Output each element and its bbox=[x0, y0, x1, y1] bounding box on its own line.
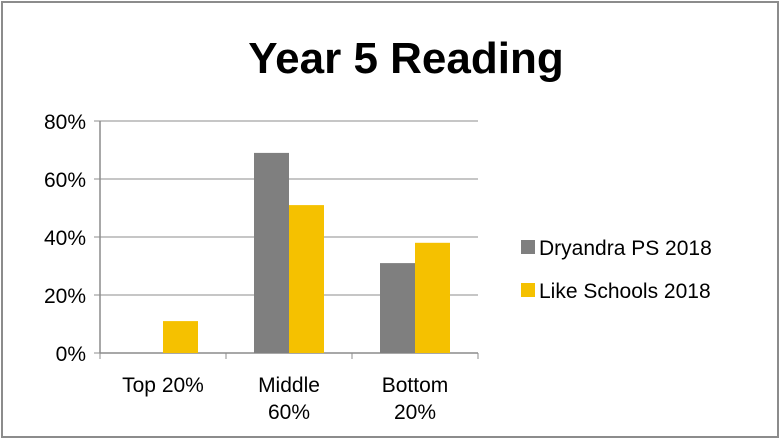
x-tick-label: Bottom bbox=[382, 374, 449, 397]
bar bbox=[415, 242, 450, 353]
legend-swatch bbox=[521, 240, 535, 254]
legend: Dryandra PS 2018 Like Schools 2018 bbox=[521, 237, 712, 303]
y-tick-label: 0% bbox=[56, 343, 86, 366]
bars bbox=[163, 152, 450, 353]
tick-labels: 0% 20% 40% 60% 80% Top 20% Middle 60% Bottom 20% bbox=[44, 111, 448, 424]
legend-swatch bbox=[521, 283, 535, 297]
chart-title: Year 5 Reading bbox=[248, 34, 563, 83]
bar bbox=[254, 152, 289, 353]
x-tick-label: 60% bbox=[268, 401, 310, 424]
x-tick-label: Middle bbox=[258, 374, 320, 397]
y-tick-label: 20% bbox=[44, 285, 86, 308]
bar-chart: Year 5 Reading 0% 20% 40% 60% 80% Top 20% Midd… bbox=[44, 34, 712, 424]
legend-label: Like Schools 2018 bbox=[539, 280, 711, 303]
x-tick-label: 20% bbox=[394, 401, 436, 424]
bar bbox=[380, 263, 415, 353]
legend-label: Dryandra PS 2018 bbox=[539, 237, 712, 260]
bar bbox=[163, 321, 198, 353]
bar bbox=[289, 205, 324, 353]
y-tick-label: 60% bbox=[44, 169, 86, 192]
y-tick-label: 40% bbox=[44, 227, 86, 250]
y-tick-label: 80% bbox=[44, 111, 86, 134]
x-tick-label: Top 20% bbox=[122, 374, 204, 397]
